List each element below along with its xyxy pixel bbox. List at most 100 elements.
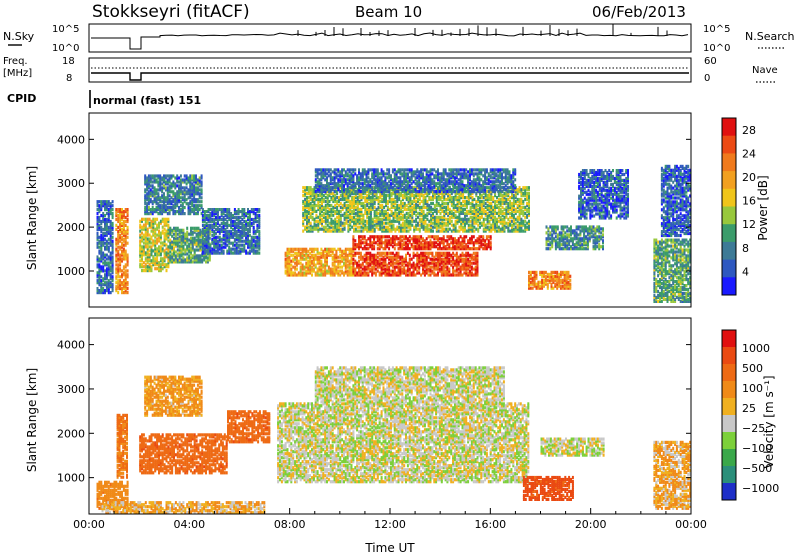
nsky-spikes <box>297 24 668 36</box>
heatmap-cell <box>472 245 475 249</box>
heatmap-cell <box>415 219 418 223</box>
heatmap-cell <box>102 204 105 208</box>
heatmap-cell <box>348 249 351 253</box>
heatmap-cell <box>286 267 289 271</box>
heatmap-cell <box>360 197 363 202</box>
heatmap-cell <box>467 209 470 213</box>
heatmap-cell <box>254 212 257 216</box>
heatmap-cell <box>198 178 201 182</box>
heatmap-cell <box>408 269 411 273</box>
heatmap-cell <box>426 201 429 206</box>
heatmap-cell <box>198 184 201 188</box>
heatmap-cell <box>388 243 391 247</box>
heatmap-cell <box>470 267 473 271</box>
heatmap-cell <box>139 243 142 247</box>
heatmap-cell <box>146 269 149 273</box>
heatmap-cell <box>186 230 189 234</box>
heatmap-cell <box>186 234 189 238</box>
heatmap-cell <box>369 255 372 259</box>
heatmap-cell <box>408 263 411 267</box>
heatmap-cell <box>435 196 438 200</box>
heatmap-cell <box>474 267 477 271</box>
heatmap-cell <box>180 248 183 252</box>
heatmap-cell <box>102 215 105 220</box>
heatmap-cell <box>425 265 428 269</box>
heatmap-cell <box>237 225 240 229</box>
heatmap-cell <box>121 249 123 253</box>
heatmap-cell <box>186 244 189 248</box>
heatmap-cell <box>195 182 197 186</box>
heatmap-cell <box>232 235 234 239</box>
heatmap-cell <box>174 260 177 264</box>
heatmap-cell <box>467 227 470 231</box>
heatmap-cell <box>311 249 313 253</box>
heatmap-cell <box>115 255 118 259</box>
heatmap-cell <box>195 198 197 202</box>
heatmap-cell <box>433 273 436 277</box>
heatmap-cell <box>309 227 312 231</box>
heatmap-cell <box>408 247 411 251</box>
heatmap-cell <box>104 273 106 277</box>
heatmap-cell <box>307 249 310 253</box>
heatmap-cell <box>445 192 448 196</box>
heatmap-cell <box>465 221 468 225</box>
heatmap-cell <box>224 241 227 245</box>
heatmap-cell <box>211 225 214 229</box>
heatmap-cell <box>235 233 238 237</box>
heatmap-cell <box>222 245 225 249</box>
heatmap-cell <box>124 275 127 279</box>
heatmap-cell <box>437 239 439 243</box>
heatmap-cell <box>363 241 366 245</box>
heatmap-cell <box>371 192 374 196</box>
heatmap-cell <box>169 242 172 246</box>
heatmap-cell <box>111 255 114 259</box>
heatmap-cell <box>379 227 382 231</box>
heatmap-cell <box>447 227 450 231</box>
heatmap-cell <box>248 245 251 249</box>
heatmap-cell <box>168 210 171 214</box>
heatmap-cell <box>122 219 125 224</box>
heatmap-cell <box>290 263 293 267</box>
heatmap-cell <box>205 249 208 253</box>
heatmap-cell <box>346 271 349 275</box>
heatmap-cell <box>220 239 223 243</box>
heatmap-cell <box>459 255 462 259</box>
heatmap-cell <box>252 245 255 249</box>
heatmap-cell <box>418 213 421 217</box>
heatmap-cell <box>422 211 425 215</box>
heatmap-cell <box>174 206 177 210</box>
heatmap-cell <box>361 271 364 275</box>
heatmap-cell <box>437 273 439 277</box>
heatmap-cell <box>374 273 377 277</box>
heatmap-cell <box>159 180 162 184</box>
heatmap-cell <box>226 243 229 247</box>
heatmap-cell <box>166 188 169 192</box>
heatmap-cell <box>364 205 367 209</box>
heatmap-cell <box>115 271 118 275</box>
heatmap-cell <box>464 201 466 206</box>
heatmap-cell <box>417 221 419 225</box>
heatmap-cell <box>356 265 359 269</box>
heatmap-cell <box>438 263 441 267</box>
heatmap-cell <box>463 253 466 257</box>
heatmap-cell <box>307 186 310 190</box>
heatmap-cell <box>392 190 395 194</box>
heatmap-cell <box>364 209 367 213</box>
heatmap-cell <box>353 219 355 223</box>
heatmap-cell <box>317 207 320 211</box>
heatmap-cell <box>388 247 391 251</box>
heatmap-cell <box>117 251 120 255</box>
heatmap-cell <box>343 273 345 277</box>
heatmap-cell <box>435 199 438 204</box>
heatmap-cell <box>305 251 308 255</box>
heatmap-cell <box>119 283 122 287</box>
heatmap-cell <box>315 203 318 208</box>
heatmap-cell <box>206 256 209 260</box>
heatmap-cell <box>314 257 317 261</box>
heatmap-cell <box>159 188 162 192</box>
heatmap-cell <box>452 259 455 263</box>
heatmap-cell <box>146 239 149 243</box>
heatmap-cell <box>299 251 302 255</box>
heatmap-cell <box>170 200 173 204</box>
heatmap-cell <box>470 239 473 243</box>
